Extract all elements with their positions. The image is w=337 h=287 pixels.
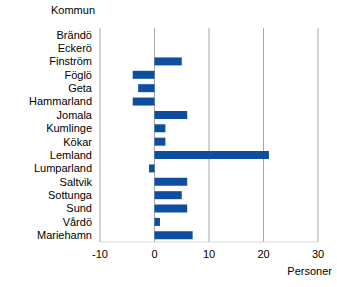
svg-text:Sottunga: Sottunga bbox=[48, 189, 93, 201]
svg-text:-10: -10 bbox=[92, 248, 108, 260]
svg-text:Lemland: Lemland bbox=[50, 149, 92, 161]
svg-text:Kumlinge: Kumlinge bbox=[46, 122, 92, 134]
svg-text:30: 30 bbox=[312, 248, 324, 260]
svg-text:10: 10 bbox=[203, 248, 215, 260]
html-text:Personer: Personer bbox=[287, 265, 332, 277]
svg-text:Brändö: Brändö bbox=[57, 29, 92, 41]
svg-text:Hammarland: Hammarland bbox=[29, 95, 92, 107]
svg-text:Vårdö: Vårdö bbox=[63, 216, 92, 228]
svg-text:Mariehamn: Mariehamn bbox=[37, 229, 92, 241]
svg-text:Lumparland: Lumparland bbox=[34, 162, 92, 174]
svg-text:Finström: Finström bbox=[49, 55, 92, 67]
html-text:Kommun: Kommun bbox=[51, 4, 95, 16]
svg-text:Eckerö: Eckerö bbox=[58, 42, 92, 54]
svg-text:Saltvik: Saltvik bbox=[60, 176, 93, 188]
svg-text:Sund: Sund bbox=[66, 202, 92, 214]
svg-text:Jomala: Jomala bbox=[57, 109, 93, 121]
svg-text:0: 0 bbox=[151, 248, 157, 260]
svg-text:Föglö: Föglö bbox=[64, 69, 92, 81]
svg-text:Geta: Geta bbox=[68, 82, 93, 94]
svg-text:20: 20 bbox=[257, 248, 269, 260]
svg-text:Kökar: Kökar bbox=[63, 136, 92, 148]
